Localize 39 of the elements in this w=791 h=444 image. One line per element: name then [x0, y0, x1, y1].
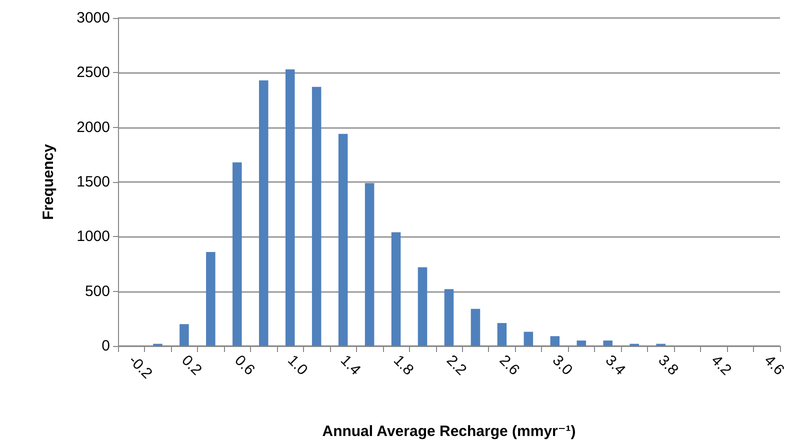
- y-tick-label: 2000: [76, 118, 110, 136]
- x-tick-label: 0.6: [231, 352, 258, 379]
- y-tick-label: 2500: [76, 64, 110, 82]
- y-tick-label: 500: [84, 282, 110, 300]
- x-tick-label: 1.0: [284, 352, 311, 379]
- x-tick-label: -0.2: [125, 352, 156, 382]
- bar: [576, 340, 586, 346]
- bar: [418, 267, 428, 346]
- x-tick-label: 2.6: [496, 352, 523, 379]
- y-tick-label: 0: [102, 338, 110, 354]
- x-tick-label: 4.6: [760, 352, 788, 379]
- x-tick-label: 1.8: [390, 352, 417, 379]
- x-tick-label: 3.8: [654, 352, 682, 379]
- y-tick-label: 3000: [76, 10, 110, 26]
- bar: [312, 86, 322, 346]
- bar: [497, 323, 507, 346]
- bar: [180, 324, 189, 346]
- bar: [444, 289, 454, 346]
- bar: [603, 340, 613, 346]
- bar: [550, 336, 560, 346]
- bar: [232, 162, 242, 346]
- x-axis-title: Annual Average Recharge (mmyr⁻¹): [322, 423, 576, 440]
- x-tick-label: 4.2: [708, 352, 735, 379]
- bar: [338, 134, 348, 346]
- x-tick-label: 1.4: [337, 352, 364, 379]
- y-axis-title: Frequency: [40, 143, 57, 220]
- bar: [470, 308, 480, 346]
- bar: [259, 80, 268, 346]
- bar: [364, 183, 374, 346]
- bar: [391, 232, 401, 346]
- bar: [285, 69, 295, 346]
- x-tick-label: 3.4: [602, 352, 629, 379]
- y-tick-label: 1500: [76, 174, 110, 190]
- bar: [206, 252, 216, 346]
- x-tick-label: 2.2: [442, 352, 470, 379]
- bar: [524, 332, 534, 346]
- y-tick-label: 1000: [76, 228, 110, 246]
- x-tick-label: 3.0: [548, 352, 576, 379]
- x-tick-label: 0.2: [178, 352, 205, 379]
